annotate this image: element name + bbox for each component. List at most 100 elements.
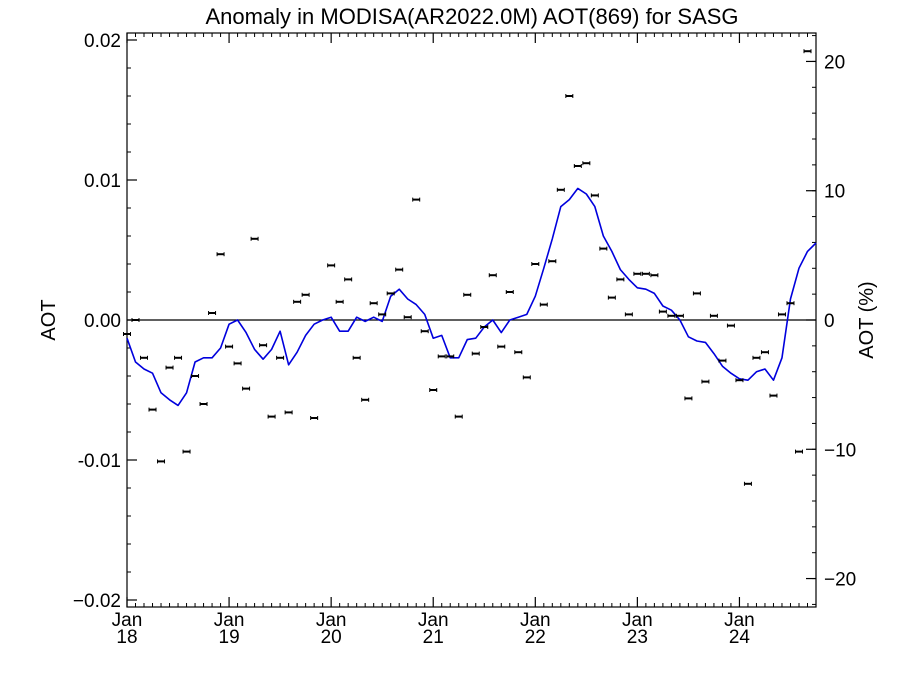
monthly-anomaly-point	[480, 325, 489, 329]
monthly-anomaly-point	[777, 312, 786, 317]
monthly-anomaly-point	[471, 351, 480, 356]
monthly-anomaly-point	[735, 378, 744, 383]
monthly-anomaly-point	[378, 312, 387, 317]
x-tick-label-year: 20	[321, 627, 342, 648]
monthly-anomaly-point	[250, 236, 259, 241]
y-right-tick-label: 10	[824, 182, 845, 203]
monthly-anomaly-point	[301, 292, 310, 297]
monthly-anomaly-point	[692, 291, 701, 296]
monthly-anomaly-point	[505, 290, 514, 294]
y-axis-left-label: AOT	[38, 299, 60, 340]
monthly-anomaly-point	[437, 354, 446, 359]
monthly-anomaly-point	[522, 375, 531, 380]
monthly-anomaly-point	[174, 355, 183, 360]
monthly-anomaly-point	[769, 393, 778, 398]
smoothed-anomaly-line	[126, 187, 817, 407]
monthly-anomaly-point	[242, 386, 251, 391]
monthly-anomaly-point	[752, 355, 761, 360]
y-left-tick-label: 0.01	[84, 171, 121, 192]
y-right-tick-label: −10	[824, 440, 856, 461]
monthly-anomaly-point	[607, 295, 616, 300]
monthly-anomaly-point	[794, 449, 803, 454]
monthly-anomaly-point	[191, 374, 200, 378]
monthly-anomaly-point	[412, 197, 421, 202]
monthly-anomaly-point	[344, 277, 353, 282]
monthly-anomaly-point	[616, 277, 625, 282]
x-tick-label-month: Jan	[724, 610, 755, 631]
smoothed-series-line	[126, 187, 817, 407]
monthly-anomaly-point	[335, 299, 344, 304]
monthly-anomaly-point	[259, 343, 268, 348]
monthly-anomaly-point	[658, 309, 667, 314]
monthly-anomaly-point	[140, 355, 149, 360]
x-tick-label-year: 23	[627, 627, 648, 648]
monthly-anomaly-point	[446, 354, 455, 359]
monthly-anomaly-point	[675, 313, 684, 318]
monthly-anomaly-point	[369, 301, 378, 306]
monthly-anomaly-point	[276, 355, 285, 360]
monthly-anomaly-point	[123, 332, 131, 336]
monthly-anomaly-point	[131, 318, 140, 322]
monthly-anomaly-point	[803, 49, 812, 54]
monthly-anomaly-point	[573, 164, 582, 168]
monthly-anomaly-point	[284, 410, 293, 415]
monthly-anomaly-point	[548, 259, 557, 264]
monthly-anomaly-point	[786, 301, 795, 306]
monthly-anomaly-point	[225, 344, 234, 349]
monthly-anomaly-point	[310, 416, 319, 420]
x-tick-label-month: Jan	[214, 610, 245, 631]
y-left-tick-label: −0.02	[73, 591, 121, 612]
monthly-anomaly-point	[463, 292, 472, 297]
y-axis-right: −20 −10 0 10 20	[806, 35, 856, 605]
monthly-anomaly-point	[624, 312, 633, 317]
y-right-tick-label: −20	[824, 570, 856, 591]
y-axis-left: −0.02 -0.01 0.00 0.01 0.02	[73, 31, 137, 612]
monthly-anomaly-point	[403, 315, 412, 320]
y-right-tick-label: 20	[824, 52, 845, 73]
x-tick-label-month: Jan	[112, 610, 143, 631]
monthly-anomaly-point	[531, 262, 540, 266]
x-tick-label-month: Jan	[418, 610, 449, 631]
monthly-anomaly-point	[514, 350, 523, 355]
monthly-anomaly-point	[352, 355, 361, 360]
monthly-anomaly-point	[420, 329, 429, 334]
monthly-anomaly-point	[539, 302, 548, 307]
x-tick-label-month: Jan	[520, 610, 551, 631]
x-tick-label-year: 22	[525, 627, 546, 648]
x-tick-label-year: 18	[116, 627, 137, 648]
monthly-anomaly-point	[633, 271, 642, 276]
x-tick-label-month: Jan	[316, 610, 347, 631]
monthly-anomaly-point	[497, 344, 506, 349]
monthly-anomaly-point	[488, 273, 497, 278]
monthly-anomaly-point	[429, 388, 438, 392]
monthly-anomaly-point	[208, 311, 217, 315]
monthly-anomaly-point	[556, 187, 565, 192]
monthly-anomaly-point	[726, 323, 735, 328]
monthly-anomaly-point	[165, 365, 174, 370]
monthly-anomaly-point	[641, 271, 650, 276]
monthly-anomaly-point	[718, 358, 727, 363]
monthly-anomaly-point	[267, 414, 276, 419]
monthly-anomaly-point	[182, 449, 191, 454]
monthly-anomaly-point	[650, 273, 659, 278]
monthly-anomaly-point	[216, 252, 225, 257]
monthly-anomaly-point	[327, 263, 336, 268]
monthly-anomaly-point	[743, 481, 752, 486]
y-left-tick-label: 0.02	[84, 31, 121, 52]
monthly-anomaly-point	[599, 246, 608, 251]
monthly-anomaly-point	[199, 402, 208, 406]
monthly-anomaly-point	[233, 361, 242, 366]
monthly-anomaly-point	[395, 267, 404, 272]
y-axis-right-label: AOT (%)	[856, 281, 878, 358]
monthly-anomaly-point	[386, 291, 395, 296]
monthly-anomaly-point	[701, 379, 710, 384]
monthly-anomaly-point	[760, 350, 769, 355]
x-tick-label-year: 19	[219, 627, 240, 648]
monthly-anomaly-point	[361, 397, 370, 402]
y-left-tick-label: 0.00	[84, 311, 121, 332]
monthly-series-markers	[123, 49, 812, 486]
y-right-tick-label: 0	[824, 311, 835, 332]
x-tick-label-year: 21	[423, 627, 444, 648]
